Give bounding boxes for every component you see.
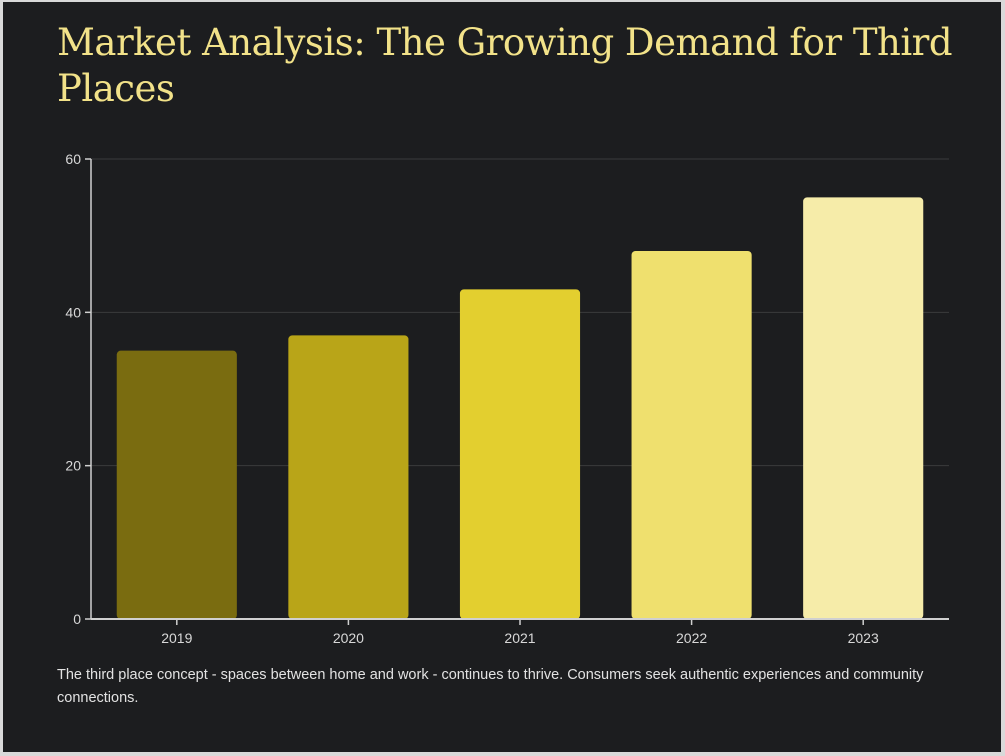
bar-2023 (803, 197, 924, 620)
x-tick-label: 2019 (161, 630, 192, 646)
axes (85, 158, 949, 625)
bars (116, 197, 924, 620)
x-tick-label: 2021 (504, 630, 535, 646)
bar-2020 (288, 335, 409, 619)
tick-labels: 0 20 40 60 2019 2020 2021 2022 2023 (65, 151, 879, 646)
bar-chart: 0 20 40 60 2019 2020 2021 2022 2023 (65, 151, 949, 646)
y-tick-label: 40 (65, 304, 81, 320)
bar-2022 (631, 251, 752, 619)
x-tick-label: 2023 (848, 630, 879, 646)
y-tick-label: 0 (73, 611, 81, 627)
x-tick-label: 2020 (333, 630, 364, 646)
x-tick-label: 2022 (676, 630, 707, 646)
chart-caption: The third place concept - spaces between… (57, 667, 924, 706)
y-tick-label: 20 (65, 458, 81, 474)
bar-2021 (459, 289, 581, 619)
page-title: Market Analysis: The Growing Demand for … (57, 21, 953, 110)
chart-card: Market Analysis: The Growing Demand for … (3, 2, 1001, 752)
bar-2019 (116, 350, 237, 619)
y-tick-label: 60 (65, 151, 81, 167)
